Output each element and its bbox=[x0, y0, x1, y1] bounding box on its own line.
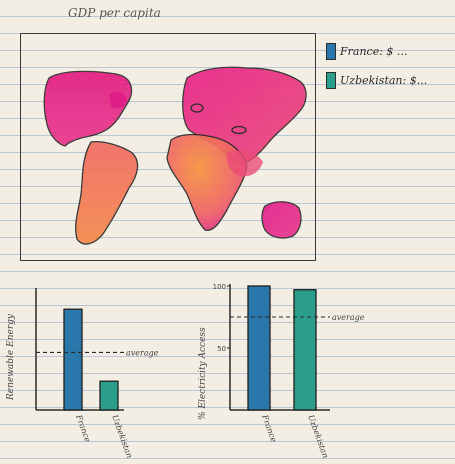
electricity-access-svg: 100 50 France Uzbekistan average bbox=[213, 283, 365, 460]
electricity-access-chart: % Electricity Access 100 50 France Uzbekist… bbox=[190, 280, 455, 460]
y-tick-label: 50 bbox=[217, 345, 226, 353]
africa-region bbox=[166, 133, 248, 231]
renewable-energy-svg: France Uzbekistan average bbox=[35, 288, 159, 460]
x-tick-label-uzbekistan: Uzbekistan bbox=[110, 414, 134, 460]
legend-label-uzbekistan: Uzbekistan: $... bbox=[340, 73, 428, 87]
legend-swatch-france bbox=[326, 42, 336, 60]
x-tick-label-uzbekistan: Uzbekistan bbox=[306, 414, 330, 460]
electricity-access-ylabel: % Electricity Access bbox=[198, 327, 208, 420]
y-tick-label: 100 bbox=[213, 283, 226, 291]
southeast-asia-region bbox=[226, 150, 263, 177]
average-label: average bbox=[332, 313, 365, 322]
renewable-energy-ylabel: Renewable Energy bbox=[6, 314, 16, 400]
oceania-region bbox=[261, 201, 302, 239]
world-map bbox=[20, 33, 316, 261]
average-label: average bbox=[126, 348, 159, 357]
lake-marker bbox=[190, 103, 204, 113]
bar-uzbekistan bbox=[293, 289, 317, 411]
bar-france bbox=[247, 285, 271, 411]
x-tick-label-france: France bbox=[74, 413, 93, 444]
map-title: GDP per capita bbox=[68, 6, 161, 20]
world-map-svg bbox=[43, 66, 307, 245]
legend-item-france: France: $ ... bbox=[326, 40, 427, 62]
legend-item-uzbekistan: Uzbekistan: $... bbox=[326, 69, 427, 91]
greenland-region bbox=[109, 92, 127, 108]
map-legend: France: $ ... Uzbekistan: $... bbox=[326, 40, 427, 98]
bar-france bbox=[63, 308, 83, 411]
highlight-outline bbox=[231, 125, 247, 135]
renewable-energy-chart: Renewable Energy France Uzbekistan average bbox=[0, 280, 200, 460]
north-america-region bbox=[43, 70, 133, 147]
x-tick-label-france: France bbox=[260, 413, 279, 444]
bar-uzbekistan bbox=[99, 380, 119, 411]
legend-label-france: France: $ ... bbox=[340, 44, 408, 58]
south-america-region bbox=[75, 140, 139, 245]
legend-swatch-uzbekistan bbox=[326, 71, 336, 89]
